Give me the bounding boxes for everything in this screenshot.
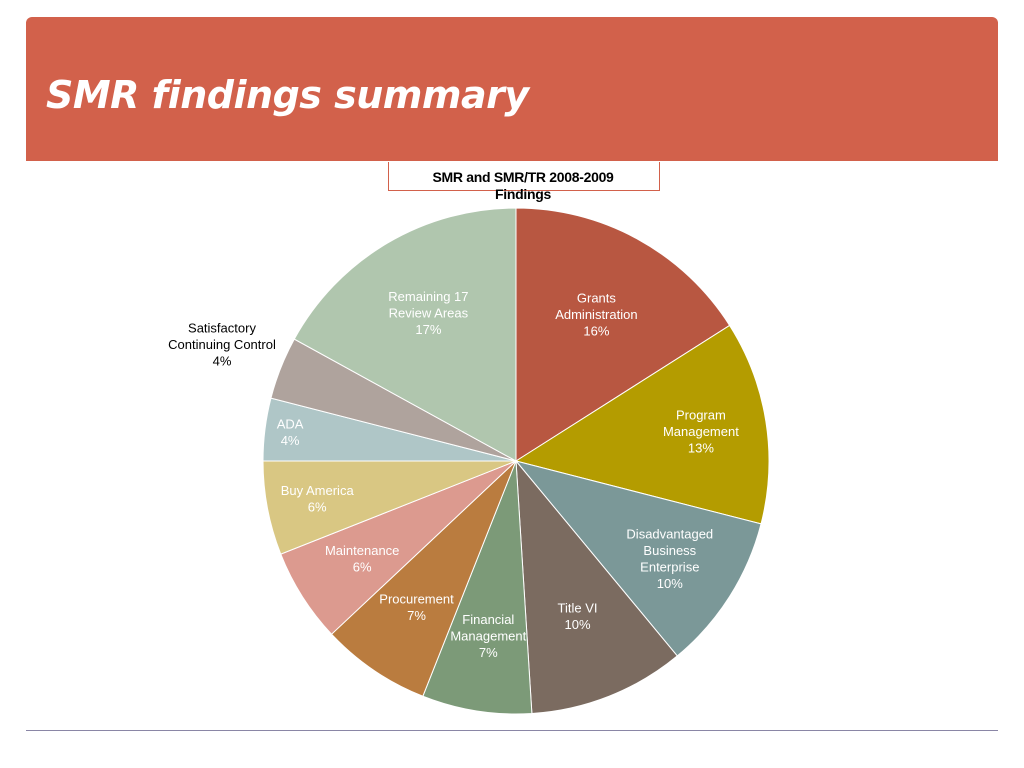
pie-label-line: 6% xyxy=(308,500,327,515)
pie-label-line: Program xyxy=(676,408,726,423)
pie-label-line: Management xyxy=(450,628,526,643)
pie-label-line: Administration xyxy=(555,307,637,322)
pie-label-ada: ADA 4% xyxy=(277,417,304,449)
pie-label-line: Satisfactory xyxy=(188,321,256,336)
pie-label-line: 17% xyxy=(415,322,441,337)
pie-slice-title-vi xyxy=(515,459,678,715)
pie-label-buy-america: Buy America 6% xyxy=(281,483,355,515)
pie-label-maintenance: Maintenance 6% xyxy=(325,543,399,575)
pie-label-line: 4% xyxy=(281,433,300,448)
pie-label-line: Maintenance xyxy=(325,543,399,558)
pie-label-line: Management xyxy=(663,424,739,439)
pie-label-disadvantaged-business-enterprise: Disadvantaged Business Enterprise 10% xyxy=(626,526,713,591)
pie-label-procurement: Procurement 7% xyxy=(379,592,454,624)
pie-slice-grants-administration xyxy=(515,207,731,462)
pie-label-line: Disadvantaged xyxy=(626,526,713,541)
pie-label-line: 10% xyxy=(657,576,683,591)
chart-title-line-2: Findings xyxy=(495,186,551,202)
pie-label-title-vi: Title VI 10% xyxy=(558,601,598,633)
pie-label-line: 10% xyxy=(564,617,590,632)
pie-label-financial-management: Financial Management 7% xyxy=(450,612,526,660)
pie-label-remaining-17-review-areas: Remaining 17 Review Areas 17% xyxy=(388,289,468,337)
chart-title-line-1: SMR and SMR/TR 2008-2009 xyxy=(432,169,614,185)
pie-label-line: Buy America xyxy=(281,483,355,498)
pie-label-program-management: Program Management 13% xyxy=(663,408,739,456)
pie-label-line: 13% xyxy=(688,441,714,456)
pie-label-line: 4% xyxy=(213,354,232,369)
pie-label-line: Remaining 17 xyxy=(388,289,468,304)
pie-label-line: ADA xyxy=(277,417,304,432)
pie-slice-program-management xyxy=(514,324,770,525)
pie-label-line: Continuing Control xyxy=(168,337,276,352)
pie-label-line: 7% xyxy=(479,645,498,660)
footer-divider xyxy=(26,730,998,731)
pie-slice-disadvantaged-business-enterprise xyxy=(514,460,762,657)
slide-header: SMR findings summary xyxy=(26,17,998,161)
pie-slice-procurement xyxy=(330,460,517,697)
pie-label-line: Grants xyxy=(577,291,617,306)
pie-label-line: Financial xyxy=(462,612,514,627)
chart-title: SMR and SMR/TR 2008-2009 Findings xyxy=(388,169,658,203)
pie-label-line: 16% xyxy=(583,324,609,339)
pie-label-grants-administration: Grants Administration 16% xyxy=(555,291,637,339)
pie-slice-remaining-17-review-areas xyxy=(293,207,517,462)
pie-label-line: Business xyxy=(643,543,696,558)
pie-slice-financial-management xyxy=(422,460,533,715)
pie-label-line: Title VI xyxy=(558,601,598,616)
pie-label-line: 6% xyxy=(353,559,372,574)
chart-title-box xyxy=(388,162,660,191)
slide-title: SMR findings summary xyxy=(46,73,529,117)
pie-label-line: Enterprise xyxy=(640,559,699,574)
pie-label-line: Procurement xyxy=(379,592,454,607)
pie-label-satisfactory-continuing-control: Satisfactory Continuing Control 4% xyxy=(168,321,276,369)
pie-label-line: 7% xyxy=(407,608,426,623)
pie-label-line: Review Areas xyxy=(389,305,469,320)
